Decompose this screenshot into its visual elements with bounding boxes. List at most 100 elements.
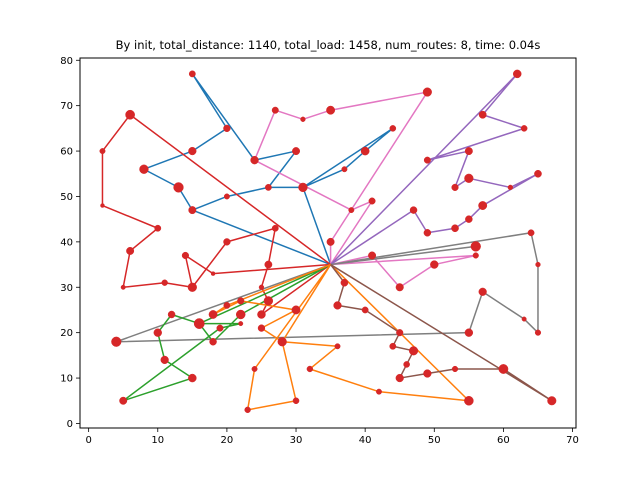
customer-point-58 — [264, 260, 273, 269]
customer-point-84 — [251, 366, 258, 372]
customer-point-8 — [223, 193, 230, 200]
customer-points-layer — [99, 69, 557, 414]
customer-point-48 — [125, 109, 135, 120]
y-axis: 0 10 20 30 40 50 60 70 80 — [60, 56, 80, 430]
customer-point-1 — [188, 70, 196, 78]
plot-area-frame — [79, 57, 577, 429]
customer-point-87 — [340, 278, 349, 287]
customer-point-60 — [263, 296, 274, 306]
chart-title: By init, total_distance: 1140, total_loa… — [116, 38, 541, 52]
customer-point-75 — [208, 310, 218, 319]
customer-point-67 — [193, 318, 205, 329]
customer-point-98 — [547, 396, 557, 406]
customer-point-95 — [423, 369, 432, 378]
y-tick-label: 50 — [60, 192, 73, 203]
customer-point-3 — [188, 146, 197, 156]
x-tick-label: 60 — [497, 435, 510, 446]
customer-point-74 — [223, 302, 231, 309]
customer-point-77 — [291, 305, 301, 315]
customer-point-68 — [153, 328, 162, 337]
customer-point-6 — [173, 182, 184, 193]
customer-point-46 — [464, 328, 474, 337]
route-line-8 — [329, 263, 553, 402]
customer-point-5 — [139, 164, 149, 174]
y-tick-label: 40 — [60, 237, 73, 248]
customer-point-19 — [348, 207, 355, 214]
customer-point-57 — [271, 224, 279, 232]
customer-point-66 — [238, 321, 244, 327]
route-line-3 — [330, 73, 539, 266]
customer-point-82 — [376, 388, 382, 395]
customer-point-22 — [368, 251, 377, 260]
customer-point-56 — [223, 238, 231, 246]
customer-point-88 — [333, 301, 342, 310]
customer-point-34 — [534, 169, 542, 178]
y-tick-label: 0 — [67, 419, 73, 430]
customer-point-37 — [451, 224, 459, 233]
customer-point-38 — [423, 229, 432, 237]
customer-point-43 — [534, 329, 542, 336]
customer-point-44 — [521, 316, 527, 322]
customer-point-71 — [119, 396, 128, 405]
customer-point-63 — [181, 251, 189, 260]
customer-point-50 — [100, 203, 105, 208]
customer-point-73 — [209, 338, 217, 346]
customer-point-76 — [237, 297, 245, 305]
customer-point-85 — [244, 406, 251, 414]
customer-point-83 — [464, 395, 474, 406]
customer-point-61 — [257, 310, 266, 319]
customer-point-25 — [472, 252, 479, 259]
customer-point-21 — [326, 237, 335, 246]
y-tick-label: 80 — [60, 56, 73, 67]
customer-point-30 — [464, 147, 473, 156]
y-tick-label: 30 — [60, 283, 73, 294]
customer-point-81 — [306, 365, 314, 373]
customer-point-10 — [298, 182, 308, 193]
customer-point-52 — [126, 246, 135, 255]
customer-point-64 — [167, 310, 176, 319]
customer-point-9 — [264, 184, 272, 191]
customer-point-47 — [111, 336, 122, 347]
customer-point-2 — [223, 124, 231, 133]
customer-point-89 — [361, 306, 369, 314]
customer-point-91 — [389, 342, 397, 350]
customer-point-90 — [396, 329, 404, 337]
customer-point-18 — [292, 147, 300, 156]
customer-point-39 — [409, 206, 418, 214]
customer-point-42 — [535, 261, 541, 268]
customer-point-15 — [300, 116, 306, 122]
y-tick-label: 20 — [60, 328, 73, 339]
customer-point-26 — [513, 69, 522, 79]
customer-point-59 — [258, 284, 265, 290]
customer-point-79 — [277, 337, 287, 347]
customer-point-70 — [188, 373, 197, 383]
customer-point-36 — [465, 215, 473, 223]
customer-point-11 — [341, 166, 348, 173]
x-axis: 0 10 20 30 40 50 60 70 — [85, 428, 579, 446]
y-tick-label: 10 — [60, 374, 73, 385]
customer-point-29 — [423, 156, 431, 164]
x-tick-label: 0 — [85, 435, 91, 446]
customer-point-31 — [451, 183, 459, 191]
x-tick-label: 50 — [428, 435, 441, 446]
customer-point-41 — [527, 229, 535, 237]
customer-point-33 — [507, 184, 513, 191]
customer-point-28 — [520, 125, 528, 132]
customer-point-80 — [334, 343, 341, 350]
customer-point-55 — [187, 282, 197, 292]
customer-point-65 — [216, 324, 224, 332]
customer-point-12 — [360, 146, 370, 156]
customer-point-20 — [368, 197, 376, 205]
x-tick-label: 10 — [151, 435, 164, 446]
customer-point-24 — [430, 260, 439, 269]
customer-point-4 — [250, 155, 259, 165]
customer-point-86 — [292, 397, 300, 405]
x-tick-label: 30 — [290, 435, 303, 446]
customer-point-13 — [389, 125, 397, 132]
customer-point-45 — [478, 287, 487, 296]
customer-point-49 — [99, 148, 106, 155]
x-tick-label: 70 — [566, 435, 579, 446]
customer-point-7 — [188, 206, 197, 215]
customer-point-35 — [478, 201, 488, 210]
